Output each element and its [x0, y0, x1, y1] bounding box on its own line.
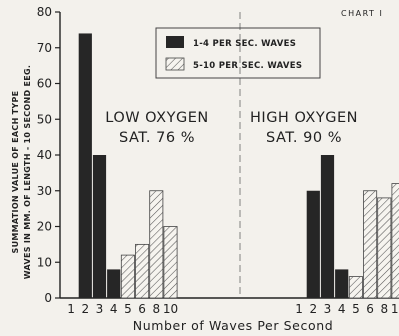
panel-high-label-line1: HIGH OXYGEN [250, 110, 358, 126]
y-tick-label-30: 30 [37, 184, 52, 198]
x-tick-label-high-6: 6 [366, 302, 374, 316]
x-axis-label: Number of Waves Per Second [133, 318, 334, 333]
panel-low-label-line1: LOW OXYGEN [105, 110, 208, 126]
x-tick-label-high-10: 10 [391, 302, 399, 316]
x-tick-label-low-6: 6 [138, 302, 146, 316]
bar-low-10 [163, 226, 178, 299]
y-tick-label-40: 40 [37, 148, 52, 162]
bar-low-6 [135, 243, 150, 299]
legend-label-solid: 1-4 PER SEC. WAVES [193, 39, 296, 49]
y-tick-label-70: 70 [37, 41, 52, 55]
bar-low-3 [92, 155, 107, 298]
panel-low-label-line2: SAT. 76 % [119, 130, 195, 146]
x-tick-label-high-1: 1 [295, 302, 303, 316]
x-tick-label-low-3: 3 [96, 302, 104, 316]
bar-low-4 [107, 269, 121, 298]
y-tick-label-20: 20 [37, 220, 52, 234]
x-tick-label-high-4: 4 [338, 302, 346, 316]
x-tick-label-low-2: 2 [81, 302, 89, 316]
x-tick-label-low-5: 5 [124, 302, 132, 316]
y-tick-label-80: 80 [37, 5, 52, 19]
x-tick-label-low-10: 10 [163, 302, 178, 316]
legend: 1-4 PER SEC. WAVES 5-10 PER SEC. WAVES [155, 27, 321, 79]
x-tick-label-high-8: 8 [380, 302, 388, 316]
bar-high-2 [306, 190, 320, 298]
y-tick-label-10: 10 [37, 255, 52, 269]
x-tick-label-high-2: 2 [309, 302, 317, 316]
y-axis-label-line2: WAVES IN MM. OF LENGTH - 10 SECOND EEG. [23, 65, 32, 279]
x-tick-label-high-3: 3 [324, 302, 332, 316]
legend-swatch-solid [166, 36, 184, 48]
bar-high-6 [363, 190, 378, 299]
legend-label-hatched: 5-10 PER SEC. WAVES [193, 61, 302, 71]
legend-frame [155, 27, 321, 79]
bar-low-8 [149, 190, 164, 299]
x-tick-label-low-4: 4 [110, 302, 118, 316]
bar-high-3 [320, 155, 335, 298]
y-tick-label-60: 60 [37, 77, 52, 91]
bar-low-5 [120, 254, 135, 299]
y-tick-label-50: 50 [37, 112, 52, 126]
panel-high-label-line2: SAT. 90 % [266, 130, 342, 146]
x-tick-label-low-8: 8 [152, 302, 160, 316]
bar-high-10 [391, 183, 399, 299]
y-tick-label-0: 0 [44, 291, 52, 305]
x-tick-label-low-1: 1 [67, 302, 75, 316]
x-tick-label-high-5: 5 [352, 302, 360, 316]
chart-corner-label: CHART I [341, 9, 383, 18]
bar-high-5 [348, 276, 363, 299]
legend-swatch-hatched [165, 57, 185, 71]
bar-high-8 [377, 197, 392, 299]
y-axis-label-line1: SUMMATION VALUE OF EACH TYPE [11, 91, 20, 254]
bar-high-4 [335, 269, 349, 298]
bar-low-2 [78, 33, 92, 298]
